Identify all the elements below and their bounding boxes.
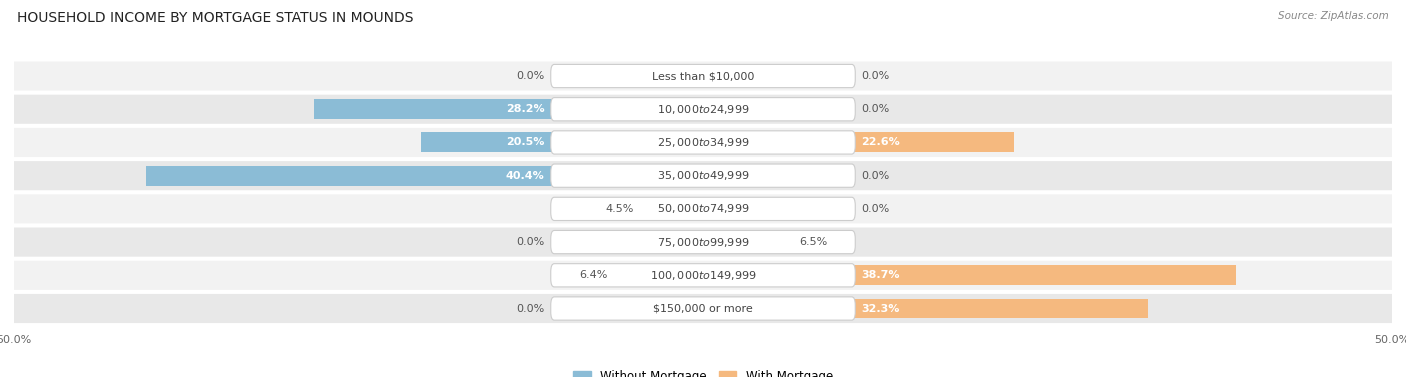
Bar — [703, 232, 793, 252]
FancyBboxPatch shape — [551, 131, 855, 154]
Text: 6.4%: 6.4% — [579, 270, 607, 280]
Text: 28.2%: 28.2% — [506, 104, 544, 114]
Text: 22.6%: 22.6% — [862, 138, 900, 147]
FancyBboxPatch shape — [7, 260, 1399, 291]
Text: 6.5%: 6.5% — [800, 237, 828, 247]
Text: 0.0%: 0.0% — [862, 104, 890, 114]
Text: $25,000 to $34,999: $25,000 to $34,999 — [657, 136, 749, 149]
Text: $10,000 to $24,999: $10,000 to $24,999 — [657, 103, 749, 116]
Text: $75,000 to $99,999: $75,000 to $99,999 — [657, 236, 749, 248]
FancyBboxPatch shape — [7, 93, 1399, 125]
FancyBboxPatch shape — [551, 264, 855, 287]
FancyBboxPatch shape — [551, 297, 855, 320]
FancyBboxPatch shape — [7, 127, 1399, 158]
Text: 20.5%: 20.5% — [506, 138, 544, 147]
Text: 32.3%: 32.3% — [862, 303, 900, 314]
Bar — [420, 132, 703, 152]
FancyBboxPatch shape — [551, 164, 855, 187]
FancyBboxPatch shape — [551, 197, 855, 221]
Text: $150,000 or more: $150,000 or more — [654, 303, 752, 314]
Text: 0.0%: 0.0% — [516, 71, 544, 81]
Bar — [703, 299, 1149, 319]
Bar — [146, 166, 703, 185]
Bar — [315, 99, 703, 119]
FancyBboxPatch shape — [551, 230, 855, 254]
Text: 0.0%: 0.0% — [862, 171, 890, 181]
Text: 0.0%: 0.0% — [862, 204, 890, 214]
Text: $35,000 to $49,999: $35,000 to $49,999 — [657, 169, 749, 182]
FancyBboxPatch shape — [7, 293, 1399, 324]
FancyBboxPatch shape — [551, 98, 855, 121]
FancyBboxPatch shape — [7, 193, 1399, 224]
Text: $100,000 to $149,999: $100,000 to $149,999 — [650, 269, 756, 282]
Bar — [703, 132, 1014, 152]
Text: 38.7%: 38.7% — [862, 270, 900, 280]
FancyBboxPatch shape — [7, 160, 1399, 191]
Text: 40.4%: 40.4% — [506, 171, 544, 181]
Text: HOUSEHOLD INCOME BY MORTGAGE STATUS IN MOUNDS: HOUSEHOLD INCOME BY MORTGAGE STATUS IN M… — [17, 11, 413, 25]
Bar — [641, 199, 703, 219]
Text: 4.5%: 4.5% — [606, 204, 634, 214]
Text: $50,000 to $74,999: $50,000 to $74,999 — [657, 202, 749, 215]
Text: 0.0%: 0.0% — [516, 237, 544, 247]
Bar — [614, 265, 703, 285]
Bar — [703, 265, 1236, 285]
Text: Less than $10,000: Less than $10,000 — [652, 71, 754, 81]
FancyBboxPatch shape — [7, 227, 1399, 258]
Legend: Without Mortgage, With Mortgage: Without Mortgage, With Mortgage — [568, 365, 838, 377]
Text: 0.0%: 0.0% — [862, 71, 890, 81]
FancyBboxPatch shape — [551, 64, 855, 88]
Text: 0.0%: 0.0% — [516, 303, 544, 314]
Text: Source: ZipAtlas.com: Source: ZipAtlas.com — [1278, 11, 1389, 21]
FancyBboxPatch shape — [7, 60, 1399, 92]
